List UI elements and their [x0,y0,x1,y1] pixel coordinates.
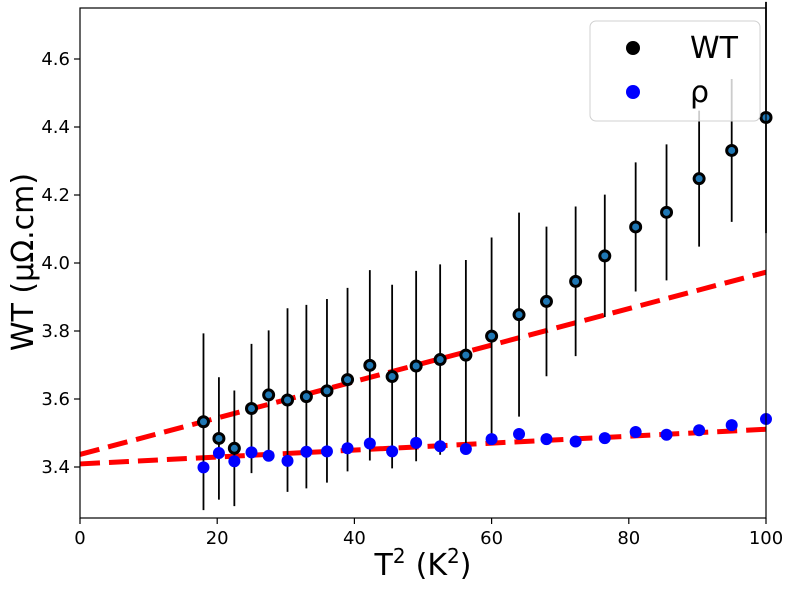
rho-point [434,440,447,453]
x-tick-label: 20 [206,528,229,549]
rho-point [459,442,472,455]
x-tick-label: 60 [480,528,503,549]
wt-point [385,370,399,384]
wt-point [692,172,706,186]
rho-point [386,445,399,458]
y-tick-label: 3.8 [41,321,70,342]
wt-point [245,402,258,416]
rho-point [693,424,706,437]
rho-point [245,446,258,459]
fit-lines [79,269,767,467]
rho-point [281,454,294,467]
wt-point [262,388,276,402]
x-axis-title-sup1: 2 [393,544,406,568]
rho-point [197,461,210,474]
rho-point [228,455,241,468]
y-tick-label: 4.2 [41,185,70,206]
wt-point [212,431,226,445]
data-points [196,110,773,474]
wt-point [512,308,526,322]
y-axis-title: WT (μΩ.cm) [6,173,41,351]
wt-point [433,353,447,367]
wt-point [629,220,643,234]
wt-point [660,205,674,219]
rho-point [513,428,526,441]
rho-point [363,437,376,450]
wt-point [539,294,553,308]
wt-point [569,274,583,288]
wt-point [409,359,423,373]
rho-point [660,428,673,441]
legend-label-wt: WT [690,31,739,66]
legend-marker-rho [626,85,640,99]
x-tick-label: 80 [617,528,640,549]
x-tick-label: 100 [749,528,783,549]
rho-point [341,442,354,455]
x-axis-ticks: 0 20 40 60 80 100 [74,518,783,549]
rho-point [725,419,738,432]
rho-point [569,435,582,448]
x-axis-title: T2 (K2) [374,544,472,583]
x-axis-title-unit: (K [416,548,449,583]
wt-point [299,390,313,404]
wt-point [341,373,355,387]
y-tick-label: 3.6 [41,389,70,410]
y-tick-label: 3.4 [41,457,70,478]
fit-line [79,269,767,457]
rho-point [598,432,611,445]
wt-point [598,249,612,263]
rho-point [212,447,225,460]
x-tick-label: 0 [74,528,85,549]
x-axis-title-sup2: 2 [447,544,460,568]
legend: WT ρ [589,20,761,122]
y-tick-label: 4.0 [41,253,70,274]
y-tick-label: 4.4 [41,117,70,138]
wt-point [227,441,241,455]
rho-point [262,449,275,462]
wt-point [459,348,473,362]
wt-point [196,415,210,429]
legend-label-rho: ρ [690,75,709,110]
legend-marker-wt [626,41,640,55]
wt-point [485,329,499,343]
rho-point [300,445,313,458]
y-axis-ticks: 3.4 3.6 3.8 4.0 4.2 4.4 4.6 [41,49,80,478]
rho-point [410,436,423,449]
x-tick-label: 40 [343,528,366,549]
rho-point [485,433,498,446]
x-axis-title-close: ) [460,548,472,583]
y-tick-label: 4.6 [41,49,70,70]
rho-point [320,445,333,458]
rho-point [629,425,642,438]
wt-point [281,393,295,407]
wt-point [320,384,334,398]
x-axis-title-main: T [374,548,394,583]
wt-point [725,143,739,157]
rho-point [540,433,553,446]
wt-point [363,358,377,372]
